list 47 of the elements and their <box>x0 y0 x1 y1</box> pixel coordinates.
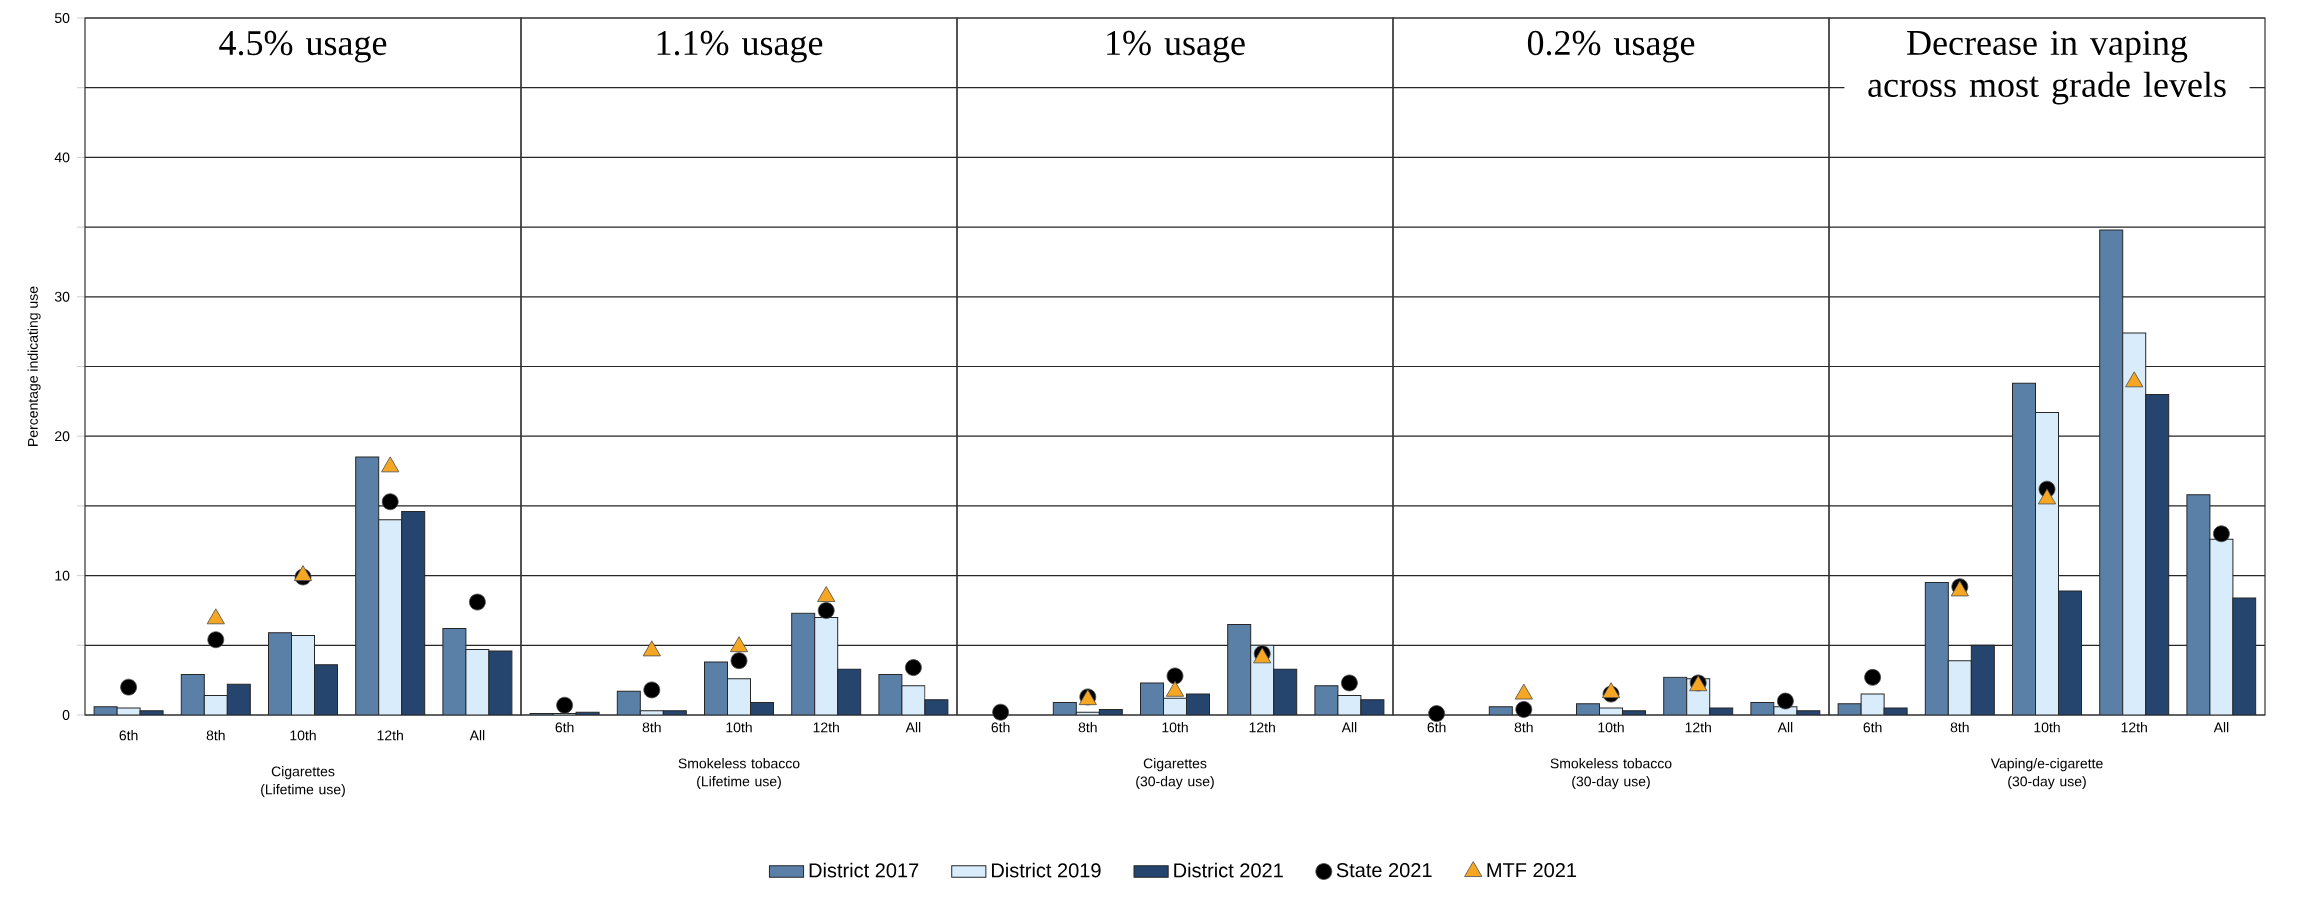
x-tick-label: 8th <box>1950 722 1969 733</box>
x-tick-label: 10th <box>726 722 752 733</box>
x-tick-label: 10th <box>2034 722 2060 733</box>
legend-label: MTF 2021 <box>1487 863 1577 878</box>
annotation: 4.5% usage <box>219 30 387 63</box>
annotation: 1.1% usage <box>657 30 823 63</box>
y-tick-label: 30 <box>54 291 70 302</box>
x-tick-label: 8th <box>642 722 661 733</box>
x-tick-label: 12th <box>1685 722 1711 733</box>
x-axis-title: Vaping/e-cigarette (30-day use) <box>1990 758 2103 790</box>
x-axis-title: Cigarettes (Lifetime use) <box>261 766 345 798</box>
y-tick-label: 0 <box>62 710 70 720</box>
legend-label: State 2021 <box>1336 863 1432 878</box>
annotation: 1% usage <box>1107 30 1245 63</box>
x-tick-label: 10th <box>290 730 316 741</box>
x-tick-label: 8th <box>206 730 225 741</box>
y-tick-label: 50 <box>54 13 70 23</box>
annotation: Decrease in vaping across most grade levels <box>1868 30 2226 105</box>
x-tick-label: 10th <box>1598 722 1624 733</box>
annotation: 0.2% usage <box>1527 30 1695 63</box>
legend-label: District 2021 <box>1174 862 1283 878</box>
x-tick-label: 6th <box>119 730 138 741</box>
x-tick-label: 12th <box>377 730 403 741</box>
x-tick-label: 12th <box>813 722 839 733</box>
y-tick-label: 40 <box>54 152 70 163</box>
x-tick-label: 12th <box>1249 722 1275 733</box>
x-tick-label: 10th <box>1162 722 1188 733</box>
x-tick-label: All <box>469 730 485 741</box>
legend-label: District 2019 <box>992 862 1101 878</box>
x-tick-label: All <box>1777 722 1793 733</box>
x-tick-label: 8th <box>1078 722 1097 733</box>
legend-label: District 2017 <box>809 862 919 878</box>
y-tick-label: 20 <box>55 431 70 442</box>
y-tick-label: 10 <box>55 570 70 581</box>
x-tick-label: 8th <box>1514 722 1533 733</box>
x-tick-label: 6th <box>1427 722 1446 733</box>
x-tick-label: 6th <box>991 722 1010 733</box>
x-axis-title: Smokeless tobacco (30-day use) <box>1550 758 1672 790</box>
x-tick-label: 6th <box>1863 722 1882 733</box>
x-axis-title: Smokeless tobacco (Lifetime use) <box>678 758 800 790</box>
x-tick-label: All <box>905 722 921 733</box>
x-tick-label: All <box>1341 722 1357 733</box>
x-axis-title: Cigarettes (30-day use) <box>1136 758 1214 790</box>
x-tick-label: 6th <box>555 722 574 733</box>
y-axis-title: Percentage indicating use <box>27 286 41 446</box>
x-tick-label: All <box>2213 722 2229 733</box>
x-tick-label: 12th <box>2121 722 2147 733</box>
